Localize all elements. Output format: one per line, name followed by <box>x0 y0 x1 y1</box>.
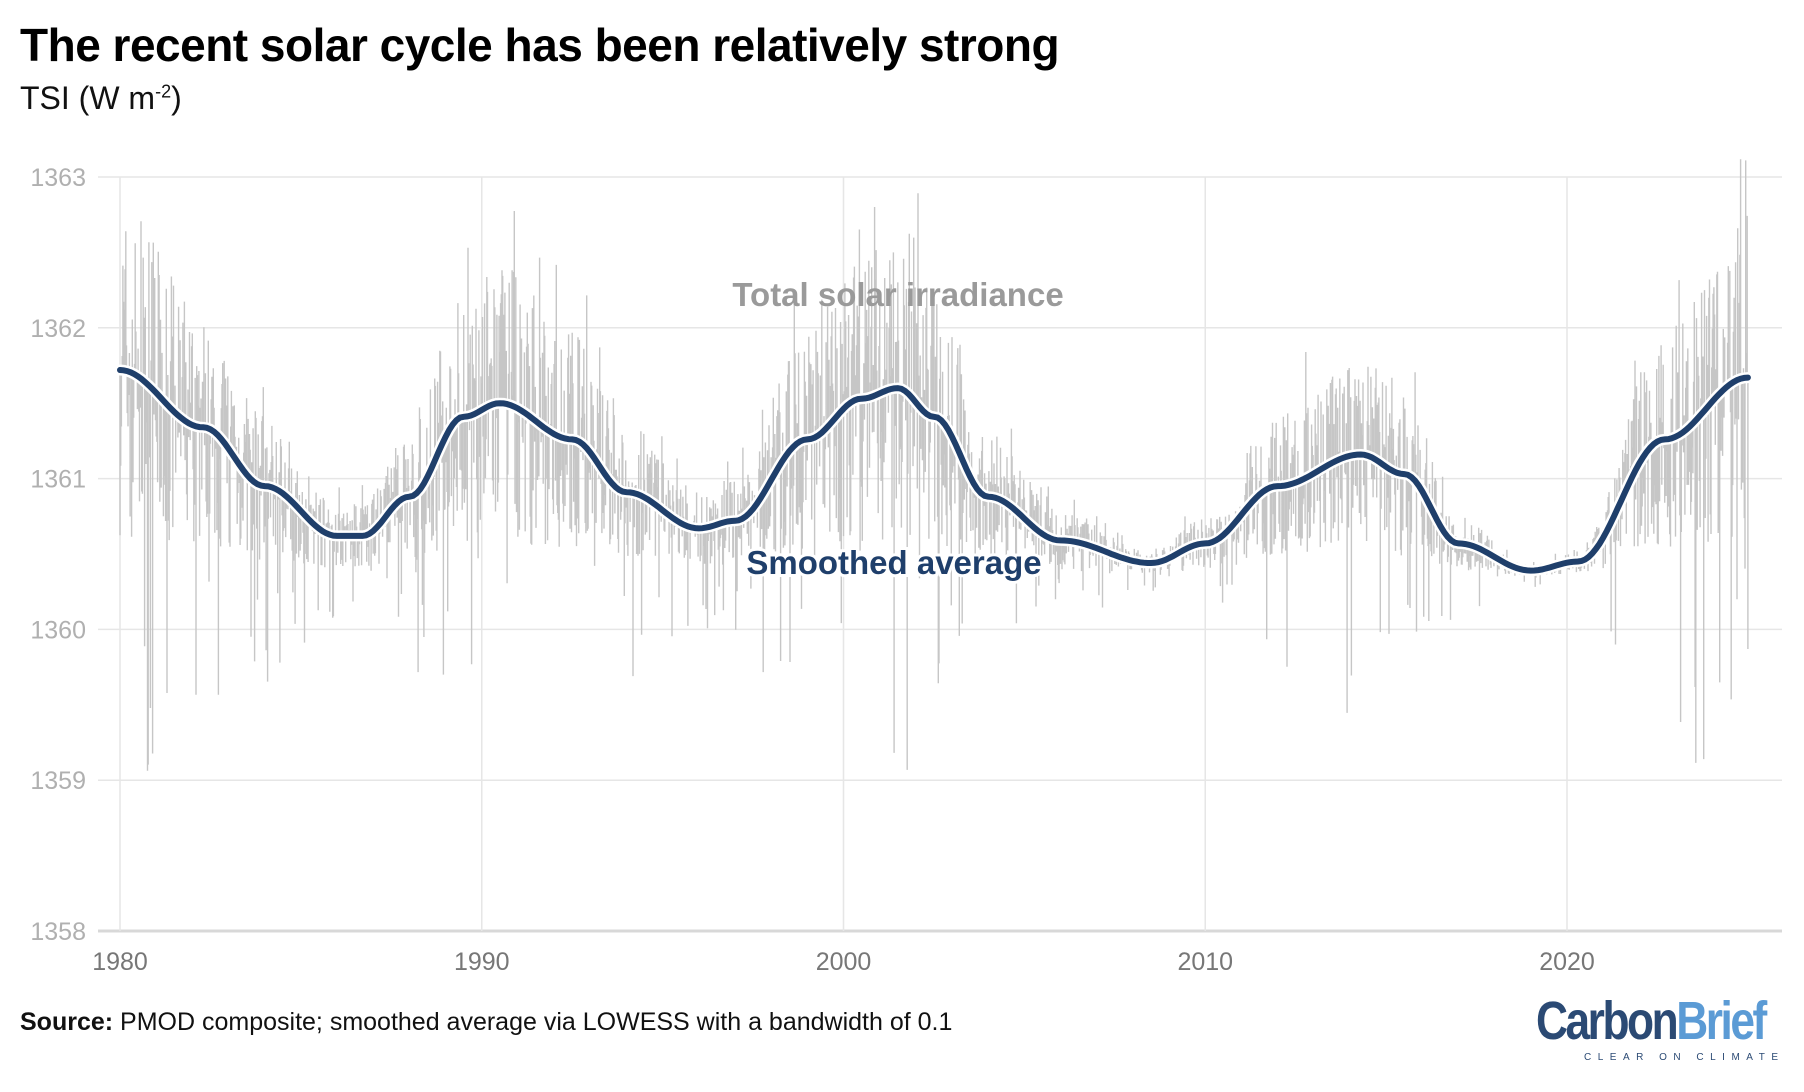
chart-title: The recent solar cycle has been relative… <box>20 19 1060 71</box>
grid <box>98 176 1782 933</box>
annotation-tsi: Total solar irradiance <box>732 276 1063 313</box>
x-tick-label: 2020 <box>1539 948 1595 976</box>
carbon-brief-logo: CarbonBrief CLEAR ON CLIMATE <box>1536 994 1786 1066</box>
y-tick-label: 1363 <box>30 164 86 192</box>
logo-tagline: CLEAR ON CLIMATE <box>1584 1052 1785 1063</box>
y-tick-label: 1361 <box>30 466 86 494</box>
tsi-raw-line <box>119 159 1749 771</box>
smoothed-series <box>114 364 1754 577</box>
tick-labels: 1358 1359 1360 1361 1362 1363 1980 1990 2000 2010… <box>30 164 1594 976</box>
x-tick-label: 2000 <box>816 948 872 976</box>
chart: 1358 1359 1360 1361 1362 1363 1980 1990 2000 2010… <box>30 159 1782 976</box>
logo-brief: Brief <box>1676 991 1767 1051</box>
source-label: Source: <box>20 1008 114 1036</box>
smoothed-average-line <box>117 367 1751 574</box>
subtitle-end: ) <box>171 80 182 116</box>
source-text: PMOD composite; smoothed average via LOW… <box>113 1008 953 1036</box>
y-tick-label: 1360 <box>30 616 86 644</box>
y-tick-label: 1362 <box>30 315 86 343</box>
tsi-raw-series <box>119 159 1749 771</box>
subtitle-text: TSI (W m <box>20 80 156 116</box>
x-tick-label: 1980 <box>92 948 148 976</box>
subtitle-superscript: -2 <box>155 81 172 102</box>
y-tick-label: 1358 <box>30 918 86 946</box>
logo-carbon: Carbon <box>1536 991 1679 1051</box>
annotation-smoothed: Smoothed average <box>746 544 1041 581</box>
y-tick-label: 1359 <box>30 767 86 795</box>
x-tick-label: 2010 <box>1177 948 1233 976</box>
x-tick-label: 1990 <box>454 948 510 976</box>
chart-subtitle: TSI (W m-2) <box>20 80 182 117</box>
source-note: Source: PMOD composite; smoothed average… <box>20 1008 952 1037</box>
